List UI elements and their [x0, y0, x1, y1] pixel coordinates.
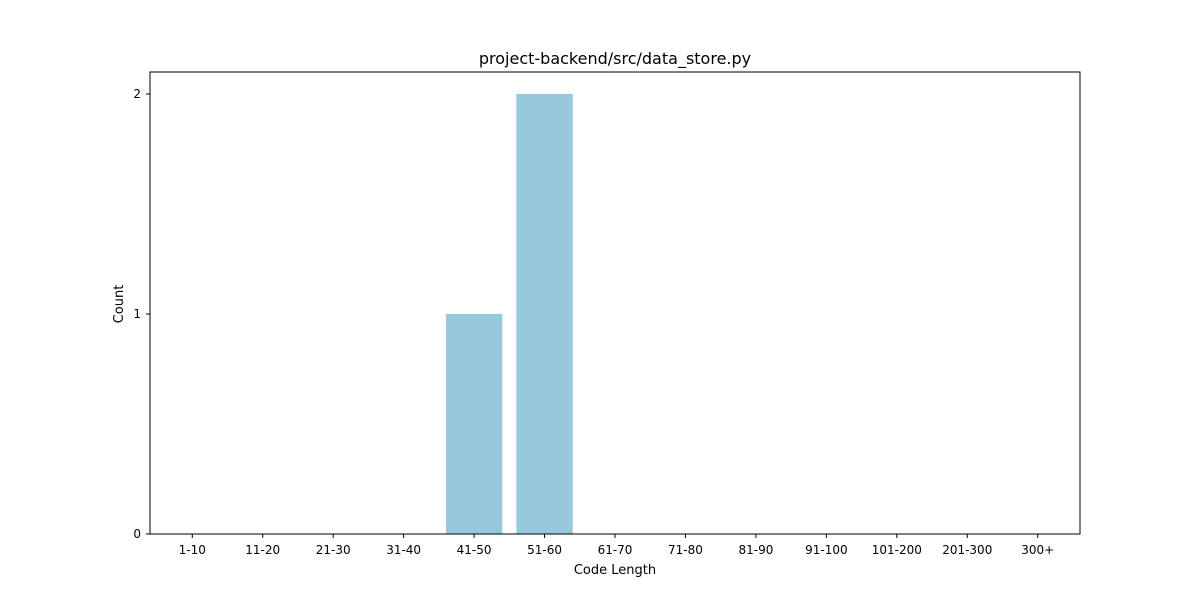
y-tick-label: 1 — [133, 307, 141, 321]
x-tick-label: 101-200 — [872, 543, 922, 557]
bar-51-60 — [516, 94, 573, 534]
bar-41-50 — [445, 314, 503, 534]
y-tick-label: 2 — [133, 87, 141, 101]
plot-frame — [149, 71, 1081, 535]
x-tick-label: 31-40 — [386, 543, 421, 557]
x-tick-label: 1-10 — [179, 543, 206, 557]
x-tick-label: 21-30 — [316, 543, 351, 557]
x-tick-label: 81-90 — [738, 543, 773, 557]
x-tick-label: 300+ — [1021, 543, 1054, 557]
x-axis-label: Code Length — [574, 563, 656, 578]
x-tick-label: 71-80 — [668, 543, 703, 557]
y-axis-label: Count — [112, 285, 127, 324]
x-tick-label: 61-70 — [598, 543, 633, 557]
x-tick-label: 201-300 — [942, 543, 992, 557]
plot-area: 1-10 11-20 21-30 31-40 41-50 51-60 61-70 71-80 8… — [133, 71, 1081, 557]
y-tick-label: 0 — [133, 527, 141, 541]
x-tick-label: 41-50 — [457, 543, 492, 557]
x-tick-label: 51-60 — [527, 543, 562, 557]
x-tick-label: 11-20 — [245, 543, 280, 557]
chart-title: project-backend/src/data_store.py — [479, 49, 751, 69]
x-tick-label: 91-100 — [805, 543, 848, 557]
